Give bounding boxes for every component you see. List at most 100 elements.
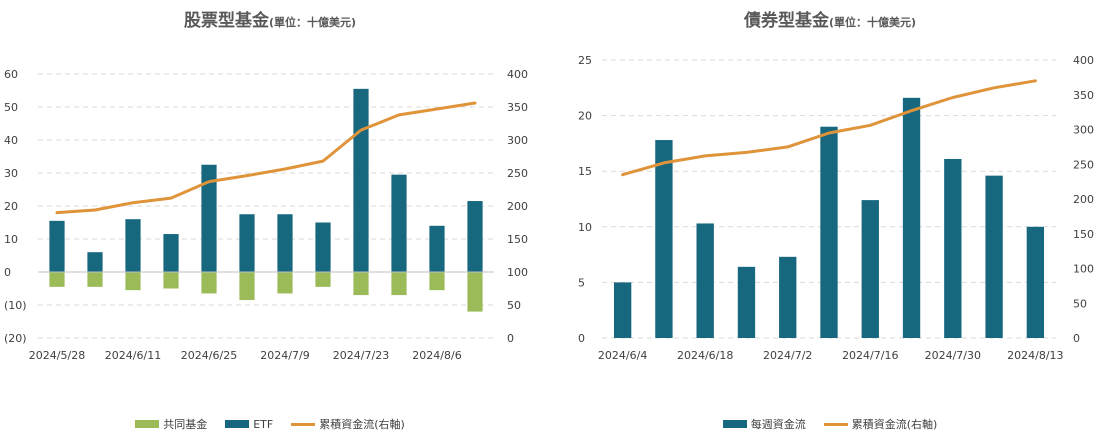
x-tick-label: 2024/6/25 bbox=[181, 349, 237, 362]
x-tick-label: 2024/6/4 bbox=[598, 349, 647, 362]
x-tick-label: 2024/7/30 bbox=[925, 349, 981, 362]
bar-weekly-flow bbox=[737, 266, 756, 338]
bond-chart-legend: 每週資金流 累積資金流(右軸) bbox=[556, 416, 1104, 432]
y-right-tick-label: 100 bbox=[1073, 263, 1094, 276]
y-right-tick-label: 150 bbox=[507, 233, 528, 246]
y-right-tick-label: 300 bbox=[1073, 124, 1094, 137]
bond-chart-title: 債券型基金(單位：十億美元) bbox=[556, 6, 1104, 31]
x-tick-label: 2024/6/18 bbox=[677, 349, 733, 362]
y-left-tick-label: 40 bbox=[4, 134, 18, 147]
equity-chart-title-unit: (單位：十億美元) bbox=[268, 16, 357, 29]
bar-etf bbox=[353, 88, 369, 272]
equity-chart-title: 股票型基金(單位：十億美元) bbox=[0, 6, 540, 31]
y-left-tick-label: 25 bbox=[578, 54, 592, 67]
bar-weekly-flow bbox=[1026, 226, 1045, 338]
bar-weekly-flow bbox=[985, 175, 1003, 338]
y-left-tick-label: 30 bbox=[4, 167, 18, 180]
bar-weekly-flow bbox=[944, 158, 962, 338]
legend-item-etf: ETF bbox=[225, 416, 273, 432]
x-tick-label: 2024/5/28 bbox=[29, 349, 85, 362]
legend-item-mutual-fund: 共同基金 bbox=[135, 416, 207, 432]
y-left-tick-label: (10) bbox=[4, 299, 27, 312]
y-left-tick-label: 20 bbox=[578, 110, 592, 123]
bar-weekly-flow bbox=[696, 223, 714, 338]
y-right-tick-label: 50 bbox=[1073, 297, 1087, 310]
bar-weekly-flow bbox=[613, 282, 632, 338]
bar-etf bbox=[49, 220, 65, 272]
legend-swatch-weekly-flow bbox=[722, 420, 747, 428]
equity-chart-title-main: 股票型基金 bbox=[183, 11, 269, 31]
bond-chart-plot: 25201510504003503002502001501005002024/6… bbox=[578, 54, 1094, 362]
y-left-tick-label: 60 bbox=[4, 68, 18, 81]
bar-weekly-flow bbox=[902, 97, 921, 338]
legend-item-weekly-flow: 每週資金流 bbox=[722, 416, 806, 432]
y-right-tick-label: 350 bbox=[1073, 89, 1094, 102]
bar-etf bbox=[391, 174, 407, 272]
y-right-tick-label: 150 bbox=[1073, 228, 1094, 241]
y-right-tick-label: 200 bbox=[1073, 193, 1094, 206]
bar-etf bbox=[429, 225, 445, 272]
legend-swatch-cumulative bbox=[291, 422, 316, 426]
y-right-tick-label: 0 bbox=[1073, 332, 1080, 345]
y-right-tick-label: 250 bbox=[507, 167, 528, 180]
bond-chart-title-unit: (單位：十億美元) bbox=[828, 16, 917, 29]
bar-mutual-fund bbox=[277, 272, 293, 294]
legend-swatch-mutual-fund bbox=[135, 420, 160, 428]
bar-etf bbox=[87, 252, 103, 272]
bar-etf bbox=[277, 214, 293, 272]
equity-fund-chart: 股票型基金(單位：十億美元) 60 50 40 30 20 10 0 (10) (20) 400 3… bbox=[0, 0, 540, 436]
bar-weekly-flow bbox=[861, 200, 879, 338]
bar-etf bbox=[467, 201, 483, 272]
bar-mutual-fund bbox=[163, 272, 179, 289]
x-tick-label: 2024/7/9 bbox=[260, 349, 309, 362]
x-tick-label: 2024/8/6 bbox=[412, 349, 461, 362]
bar-mutual-fund bbox=[49, 272, 65, 287]
legend-label-cumulative-bond: 累積資金流(右軸) bbox=[851, 418, 938, 431]
legend-label-weekly-flow: 每週資金流 bbox=[750, 418, 806, 431]
bar-etf bbox=[315, 222, 331, 272]
bar-mutual-fund bbox=[467, 272, 483, 312]
y-left-tick-label: 0 bbox=[578, 332, 585, 345]
bar-mutual-fund bbox=[87, 272, 103, 287]
legend-swatch-cumulative-bond bbox=[823, 422, 848, 426]
y-left-tick-label: 50 bbox=[4, 101, 18, 114]
y-left-tick-label: 5 bbox=[578, 276, 585, 289]
legend-swatch-etf bbox=[225, 420, 250, 428]
x-tick-label: 2024/7/16 bbox=[842, 349, 898, 362]
x-tick-label: 2024/7/2 bbox=[763, 349, 812, 362]
legend-item-cumulative-bond: 累積資金流(右軸) bbox=[823, 416, 938, 432]
bar-etf bbox=[125, 219, 141, 272]
equity-chart-legend: 共同基金 ETF 累積資金流(右軸) bbox=[0, 416, 540, 432]
bar-mutual-fund bbox=[391, 272, 407, 296]
bar-mutual-fund bbox=[315, 272, 331, 287]
x-tick-label: 2024/7/23 bbox=[333, 349, 389, 362]
bar-mutual-fund bbox=[353, 272, 369, 296]
y-right-tick-label: 50 bbox=[507, 299, 521, 312]
y-right-tick-label: 200 bbox=[507, 200, 528, 213]
bar-etf bbox=[201, 164, 217, 272]
bar-etf bbox=[239, 214, 255, 272]
bar-weekly-flow bbox=[779, 256, 797, 338]
y-right-tick-label: 0 bbox=[507, 332, 514, 345]
bar-weekly-flow bbox=[820, 126, 838, 338]
bond-chart-title-main: 債券型基金 bbox=[743, 11, 829, 31]
cumulative-flow-line bbox=[621, 79, 1037, 177]
y-left-tick-label: (20) bbox=[4, 332, 27, 345]
bar-mutual-fund bbox=[125, 272, 141, 291]
legend-label-cumulative: 累積資金流(右軸) bbox=[319, 418, 405, 431]
bar-etf bbox=[163, 234, 179, 272]
y-left-tick-label: 15 bbox=[578, 165, 592, 178]
legend-item-cumulative: 累積資金流(右軸) bbox=[291, 416, 405, 432]
x-tick-label: 2024/6/11 bbox=[105, 349, 161, 362]
bar-weekly-flow bbox=[655, 140, 673, 338]
y-right-tick-label: 400 bbox=[507, 68, 528, 81]
legend-label-mutual-fund: 共同基金 bbox=[163, 418, 208, 431]
equity-chart-plot: 6050403020100(10)(20)4003503002502001501… bbox=[4, 68, 528, 362]
bar-mutual-fund bbox=[239, 272, 255, 301]
y-right-tick-label: 250 bbox=[1073, 158, 1094, 171]
y-left-tick-label: 10 bbox=[578, 221, 592, 234]
y-left-tick-label: 10 bbox=[4, 233, 18, 246]
bar-mutual-fund bbox=[429, 272, 445, 291]
y-right-tick-label: 100 bbox=[507, 266, 528, 279]
y-left-tick-label: 20 bbox=[4, 200, 18, 213]
